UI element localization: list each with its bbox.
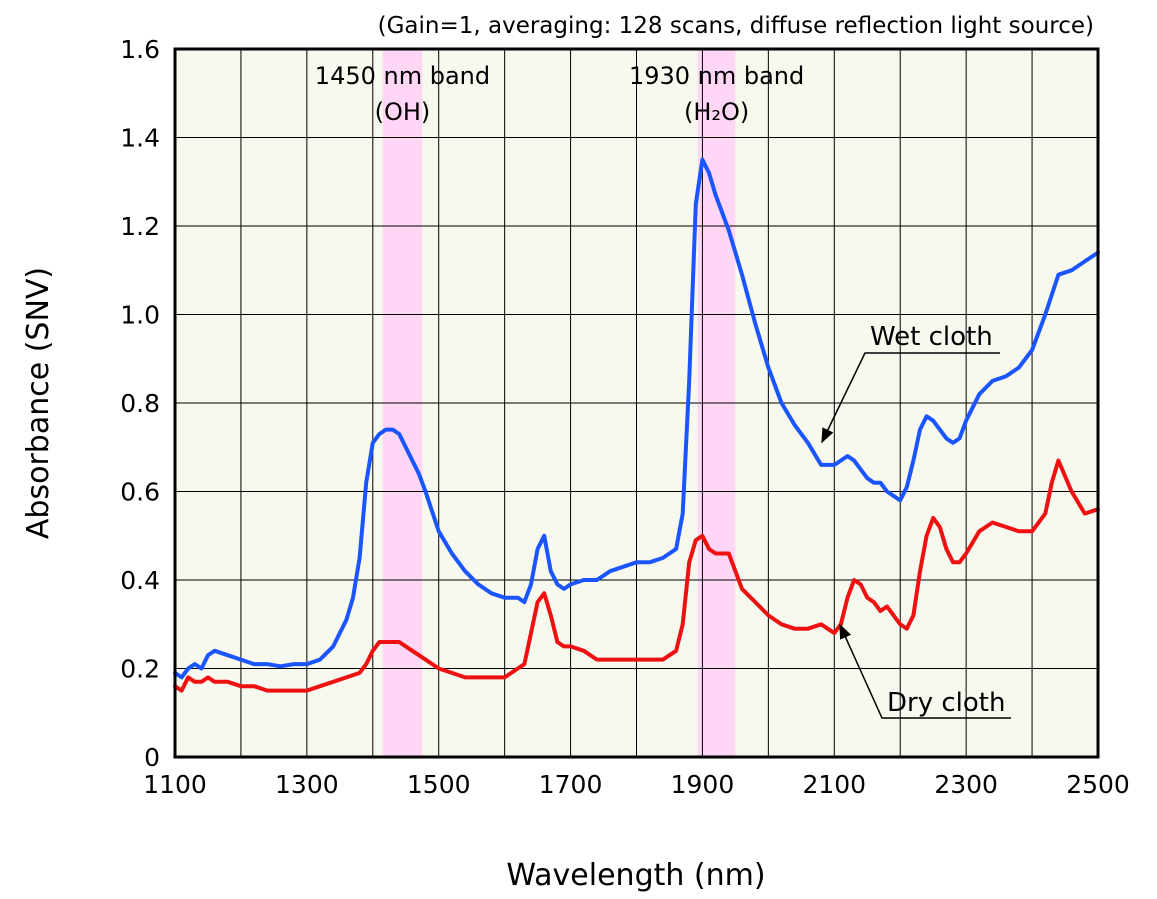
plot-frame [173, 47, 1100, 759]
callout-line-dry [839, 623, 1011, 719]
y-tick-label: 0.4 [120, 566, 160, 595]
y-tick-label: 1.0 [120, 301, 160, 330]
series-line [173, 458, 1100, 693]
x-tick-label: 2500 [1066, 770, 1130, 799]
band-label-name: 1930 nm band [629, 62, 804, 90]
x-axis-title: Wavelength (nm) [506, 858, 765, 893]
callout-line-wet [821, 352, 1000, 444]
y-tick-label: 0 [144, 743, 160, 772]
y-tick-label: 1.4 [120, 124, 160, 153]
x-tick-label: 2300 [934, 770, 998, 799]
x-tick-label: 1100 [143, 770, 207, 799]
band-label-chemical: (H₂O) [684, 98, 749, 126]
x-tick-label: 1300 [275, 770, 339, 799]
chart-subtitle: (Gain=1, averaging: 128 scans, diffuse r… [378, 13, 1094, 39]
y-tick-label: 0.2 [120, 655, 160, 684]
y-tick-label: 0.8 [120, 389, 160, 418]
band-label-name: 1450 nm band [315, 62, 490, 90]
y-axis-title: Absorbance (SNV) [21, 267, 56, 539]
y-tick-label: 1.6 [120, 35, 160, 64]
x-tick-label: 1900 [671, 770, 735, 799]
series-labels: Wet cloth Dry cloth [821, 322, 1011, 719]
series-label-wet: Wet cloth [870, 322, 993, 352]
band-labels: 1450 nm band (OH) 1930 nm band (H₂O) [315, 62, 804, 126]
band-label-chemical: (OH) [375, 98, 431, 126]
x-tick-label: 1700 [539, 770, 603, 799]
series-line [173, 157, 1100, 680]
y-tick-label: 0.6 [120, 478, 160, 507]
tick-labels: 1100 1300 1500 1700 1900 2100 2300 2500 0 0.2 0.4 0… [120, 35, 1130, 799]
series-lines [173, 157, 1100, 693]
y-tick-label: 1.2 [120, 212, 160, 241]
x-tick-label: 1500 [407, 770, 471, 799]
x-tick-label: 2100 [802, 770, 866, 799]
series-label-dry: Dry cloth [887, 688, 1005, 718]
grid [175, 49, 1098, 757]
